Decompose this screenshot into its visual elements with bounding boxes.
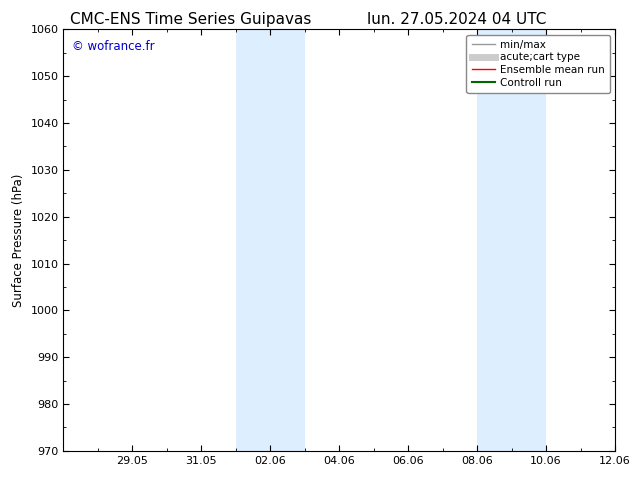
Legend: min/max, acute;cart type, Ensemble mean run, Controll run: min/max, acute;cart type, Ensemble mean …	[467, 35, 610, 93]
Y-axis label: Surface Pressure (hPa): Surface Pressure (hPa)	[12, 173, 25, 307]
Text: © wofrance.fr: © wofrance.fr	[72, 40, 154, 53]
Text: CMC-ENS Time Series Guipavas: CMC-ENS Time Series Guipavas	[70, 12, 311, 27]
Bar	[236, 29, 305, 451]
Bar	[477, 29, 546, 451]
Text: lun. 27.05.2024 04 UTC: lun. 27.05.2024 04 UTC	[367, 12, 546, 27]
